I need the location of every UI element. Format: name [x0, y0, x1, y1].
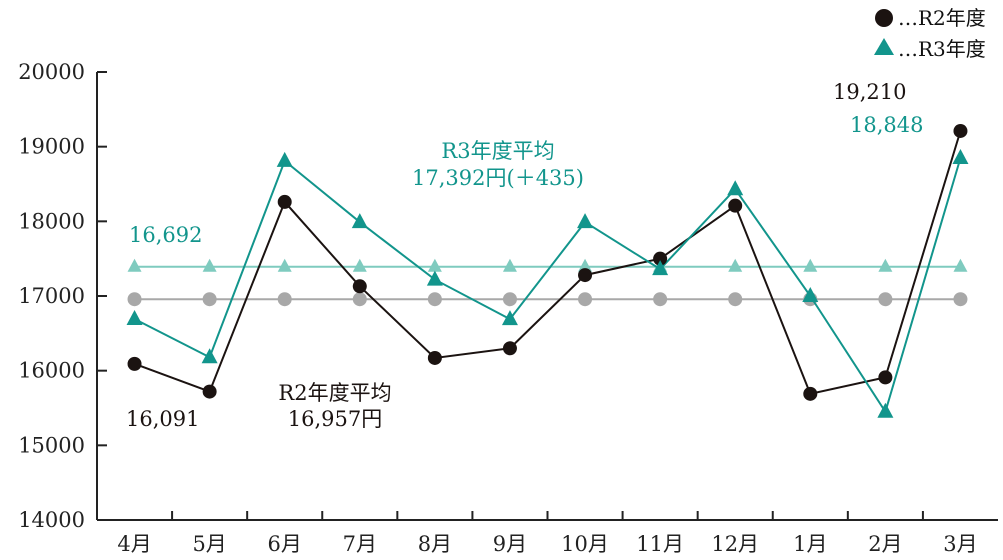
- average-point: [202, 258, 217, 272]
- average-point: [878, 292, 893, 307]
- data-point: [502, 341, 517, 356]
- average-point: [127, 292, 142, 307]
- average-point: [653, 292, 668, 307]
- data-point: [352, 279, 367, 294]
- y-tick-label: 20000: [18, 60, 85, 84]
- legend-r3-label: …R3年度: [898, 37, 986, 61]
- annot-r2-first: 16,091: [126, 407, 199, 431]
- average-point: [202, 292, 217, 307]
- x-tick-label: 2月: [868, 532, 902, 556]
- average-point: [953, 258, 968, 272]
- data-point: [653, 251, 668, 266]
- average-point: [728, 258, 743, 272]
- x-tick-label: 12月: [711, 532, 759, 556]
- data-point: [652, 260, 669, 276]
- y-tick-label: 14000: [18, 508, 85, 532]
- legend-r3-marker: [874, 38, 894, 55]
- average-point: [427, 258, 442, 272]
- data-point: [877, 402, 894, 418]
- data-point: [952, 149, 969, 165]
- average-lines: [127, 258, 968, 307]
- x-tick-label: 9月: [493, 532, 527, 556]
- average-point: [578, 292, 593, 307]
- axes: 14000 15000 16000 17000 18000 19000 20000 4月 5月 6…: [18, 60, 998, 556]
- x-tick-label: 6月: [268, 532, 302, 556]
- annot-r3-avg-value: 17,392円(＋435): [412, 166, 584, 190]
- y-tick-label: 18000: [18, 209, 85, 233]
- data-point: [277, 194, 292, 209]
- data-point: [126, 309, 143, 325]
- average-point: [502, 258, 517, 272]
- data-point: [201, 348, 218, 364]
- data-point: [727, 180, 744, 196]
- data-point: [953, 123, 968, 138]
- x-tick-label: 10月: [561, 532, 609, 556]
- data-point: [878, 370, 893, 385]
- average-point: [502, 292, 517, 307]
- annot-r3-avg-title: R3年度平均: [441, 139, 554, 163]
- y-tick-label: 19000: [18, 135, 85, 159]
- data-point: [127, 356, 142, 371]
- average-point: [277, 292, 292, 307]
- data-point: [202, 384, 217, 399]
- data-point: [802, 287, 819, 302]
- series: [126, 123, 969, 418]
- series-line: [134, 130, 962, 395]
- series-line: [134, 157, 962, 415]
- annot-r2-avg-value: 16,957円: [288, 407, 382, 431]
- data-point: [728, 198, 743, 213]
- y-tick-label: 16000: [18, 359, 85, 383]
- data-point: [426, 270, 443, 286]
- annotations: 16,692 16,091 19,210 18,848 R3年度平均 17,39…: [126, 80, 923, 431]
- data-point: [577, 213, 594, 229]
- average-point: [352, 292, 367, 307]
- average-point: [728, 292, 743, 307]
- x-tick-label: 5月: [192, 532, 226, 556]
- y-tick-label: 17000: [18, 284, 85, 308]
- annot-r3-last: 18,848: [850, 113, 923, 137]
- average-point: [427, 292, 442, 307]
- annot-r2-avg-title: R2年度平均: [278, 381, 391, 405]
- data-point: [501, 310, 518, 326]
- average-point: [953, 292, 968, 307]
- data-point: [427, 350, 442, 365]
- legend: …R2年度 …R3年度: [874, 6, 986, 61]
- average-point: [352, 258, 367, 272]
- legend-r2-label: …R2年度: [898, 6, 986, 30]
- legend-r2-marker: [875, 9, 893, 27]
- average-point: [878, 258, 893, 272]
- x-tick-label: 8月: [418, 532, 452, 556]
- x-tick-label: 1月: [793, 532, 827, 556]
- x-tick-label: 7月: [343, 532, 377, 556]
- annot-r3-first: 16,692: [129, 223, 202, 247]
- average-point: [277, 258, 292, 272]
- y-tick-label: 15000: [18, 433, 85, 457]
- average-point: [578, 258, 593, 272]
- annot-r2-last: 19,210: [833, 80, 906, 104]
- x-tick-label: 4月: [117, 532, 151, 556]
- average-point: [803, 258, 818, 272]
- data-point: [276, 151, 293, 167]
- data-point: [351, 213, 368, 229]
- data-point: [578, 268, 593, 283]
- x-tick-label: 11月: [636, 532, 684, 556]
- x-tick-label: 3月: [943, 532, 977, 556]
- average-point: [127, 258, 142, 272]
- data-point: [803, 386, 818, 401]
